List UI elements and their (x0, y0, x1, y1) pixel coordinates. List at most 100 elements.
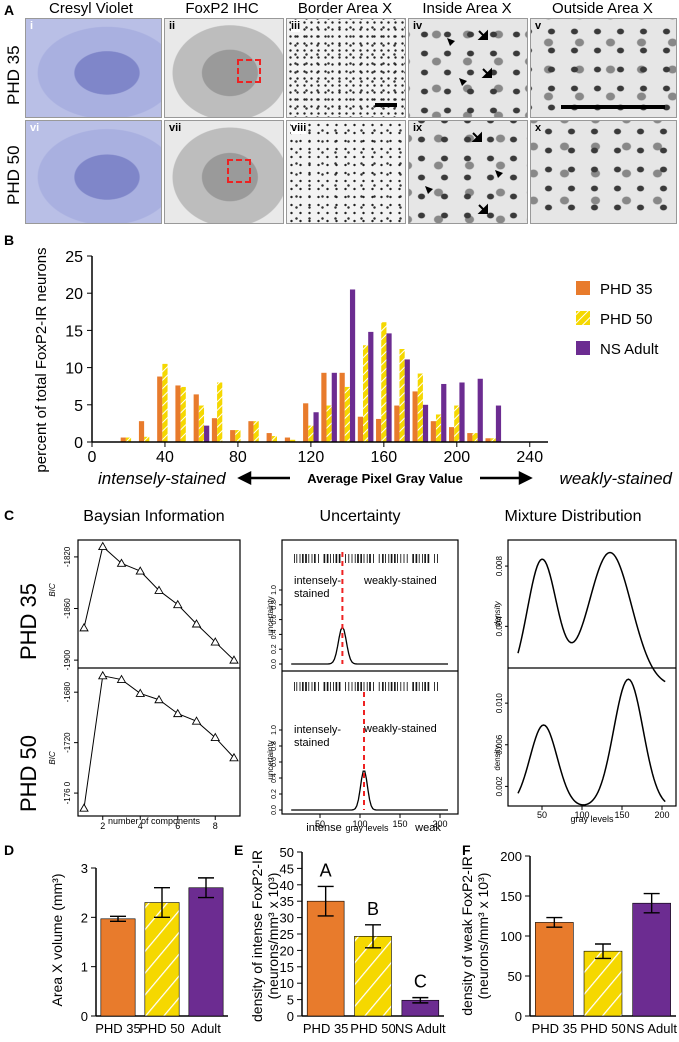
b-ytick-label: 15 (65, 323, 83, 340)
arrow-icon (471, 131, 482, 142)
c-unc-ytick-label: 0.2 (271, 644, 278, 654)
b-xtick-label: 240 (516, 449, 543, 466)
arrow-right-icon (480, 470, 533, 486)
c-unc-xtick-label: 150 (392, 819, 407, 829)
c-bic-ytick-label: -1680 (63, 681, 72, 702)
D-g-bar (100, 918, 136, 1017)
c-mix-ylabel-top: density (493, 600, 502, 626)
b-bar-phd-50 (344, 386, 350, 442)
col-head-cresyl: Cresyl Violet (49, 0, 133, 17)
c-unc-ylabel-top: uncertainty (266, 596, 275, 635)
col-head-foxp2: FoxP2 IHC (185, 0, 259, 17)
c-bic-triangle-marker (97, 541, 108, 551)
histogram-chart: 0 5 10 15 20 25 0 40 80 120 160 200 240 percent of t… (33, 247, 673, 488)
panel-a-label: A (4, 2, 15, 18)
b-bar-phd-50 (399, 349, 405, 442)
arrow-left-icon (237, 470, 290, 486)
b-left-note: intensely-stained (98, 469, 226, 488)
c-bic-ylabel-bottom: BIC (48, 751, 57, 765)
E-g-error-bar (365, 924, 381, 949)
b-legend: PHD 35 PHD 50 NS Adult (576, 281, 659, 358)
E-g-sig-letter: C (414, 972, 427, 992)
numeral-vii: vii (169, 122, 182, 134)
c-mix-xtick-label: 150 (614, 810, 629, 820)
panel-b-label: B (4, 232, 15, 248)
c-unc-ytick-label: 0.4 (271, 773, 278, 783)
c-bic-xlabel: number of components (108, 816, 201, 826)
E-g-error-bar (317, 885, 334, 917)
panel-e-label: E (234, 842, 244, 858)
b-bar-phd-35 (175, 385, 181, 442)
F-g-ytick-label: 50 (508, 969, 522, 984)
e-ylabel2: (neurons/mm³ x 10³) (265, 873, 281, 1000)
c-mix-ytick-label: 0.008 (495, 556, 504, 577)
c-bic-triangle-marker (135, 688, 146, 697)
c-bic-triangle-marker (229, 655, 239, 664)
c-title-mixture: Mixture Distribution (504, 508, 642, 525)
c-unc-xtick-label: 200 (432, 819, 447, 829)
b-xtick-label: 160 (370, 449, 397, 466)
c-mix-ytick-label: 0.010 (495, 693, 504, 714)
b-ylabel: percent of total FoxP2-IR neurons (33, 247, 50, 472)
c-bic-ytick-label: -1720 (63, 732, 72, 753)
micrograph-inside-phd35: iv (408, 18, 528, 118)
c-bic-frame (77, 539, 241, 817)
micrograph-foxp2-phd35: ii (164, 18, 284, 118)
b-ytick-label: 5 (74, 398, 83, 415)
c-unc-ytick-label: 0.6 (271, 615, 278, 625)
F-g-ytick-label: 200 (500, 849, 522, 864)
c-bic-xtick-label: 8 (213, 821, 218, 831)
F-g-bar (535, 922, 574, 1017)
E-g-ytick-label: 40 (280, 878, 294, 893)
c-bic-triangle-marker (172, 708, 183, 718)
b-bar-phd-50 (271, 436, 277, 442)
F-g-ytick-label: 150 (500, 889, 522, 904)
c-mix-curve (517, 551, 666, 683)
arrowhead-icon (459, 78, 467, 86)
D-g-ytick-label: 0 (81, 1009, 88, 1024)
arrow-icon (481, 67, 492, 78)
F-g-category-label: PHD 50 (580, 1021, 626, 1036)
b-bar-phd-35 (430, 421, 436, 442)
E-g-ytick-label: 20 (280, 943, 294, 958)
c-mix-xtick-label: 50 (537, 810, 547, 820)
b-bar-phd-35 (248, 421, 254, 442)
row-head-phd50: PHD 50 (4, 145, 23, 205)
b-bar-ns-adult (204, 425, 210, 442)
b-bar-phd-35 (303, 403, 309, 442)
c-unc-ytick-label: 0.6 (271, 757, 278, 767)
b-bar-phd-50 (490, 438, 496, 442)
b-ytick-label: 10 (65, 361, 83, 378)
panel-c-label: C (4, 507, 15, 523)
b-bar-phd-50 (180, 386, 186, 442)
b-bar-ns-adult (422, 404, 429, 442)
b-bar-ns-adult (477, 378, 483, 442)
c-bic-xtick-label: 4 (138, 821, 143, 831)
c-bic-triangle-marker (79, 803, 89, 812)
c-unc-xtick-label: 50 (315, 819, 325, 829)
b-bar-phd-35 (412, 391, 418, 442)
F-g-error-bar (595, 943, 611, 960)
D-g-category-label: Adult (191, 1021, 221, 1036)
b-bar-phd-35 (467, 433, 473, 442)
b-bar-ns-adult (368, 331, 374, 442)
b-xtick-label: 0 (88, 449, 97, 466)
c-bic-triangle-marker (79, 622, 89, 632)
c-unc-left-2: stained (294, 588, 329, 600)
micrograph-inside-phd50: ix (408, 120, 528, 224)
E-g-ytick-label: 0 (287, 1009, 294, 1024)
E-g-sig-letter: A (320, 860, 332, 880)
c-mix-xtick-label: 200 (654, 810, 669, 820)
c-unc-ytick-label: 1.0 (271, 725, 278, 735)
b-bar-ns-adult (386, 333, 392, 442)
c-mix-xtick-label: 100 (574, 810, 589, 820)
c-unc-right-b: weakly-stained (363, 723, 437, 735)
legend-swatch-phd35 (576, 281, 590, 295)
arrow-icon (477, 203, 488, 214)
c-mix-ytick-label: 0.006 (495, 734, 504, 755)
legend-label-adult: NS Adult (600, 341, 659, 358)
c-bic-ylabel-top: BIC (48, 583, 57, 597)
b-bar-phd-50 (381, 322, 387, 442)
c-mix-curve (517, 678, 666, 806)
b-bar-phd-35 (394, 405, 400, 442)
